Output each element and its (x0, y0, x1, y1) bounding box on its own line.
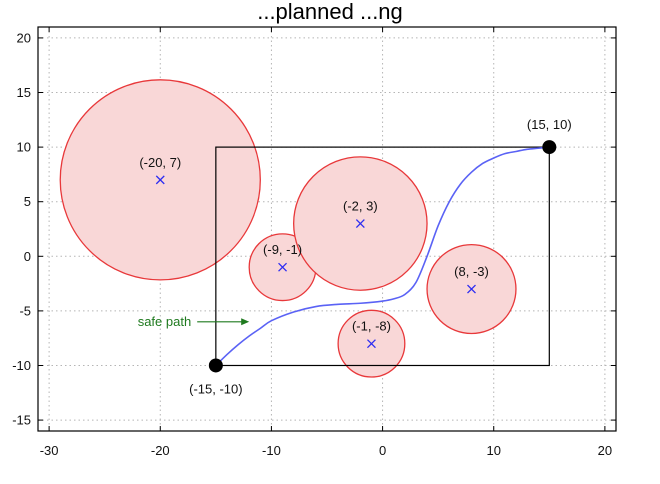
obstacle-center-marker (278, 262, 287, 272)
y-tick-label: -15 (12, 413, 31, 428)
obstacle-center-marker (367, 339, 376, 349)
safe-path-line (215, 146, 550, 367)
obstacle-label: (-20, 7) (139, 155, 181, 170)
obstacle-label: (8, -3) (454, 264, 489, 279)
y-tick-label: 15 (17, 85, 31, 100)
center-marker-stroke (467, 284, 476, 294)
start-label: (-15, -10) (189, 381, 242, 396)
obstacle-label: (-2, 3) (343, 199, 378, 214)
annotation-label: safe path (138, 314, 192, 329)
x-tick-label: -10 (262, 443, 281, 458)
goal-point (542, 140, 557, 155)
obstacle-center-marker (467, 284, 476, 294)
obstacle-center-marker (355, 219, 365, 229)
y-tick-label: 0 (24, 249, 31, 264)
goal-label: (15, 10) (527, 117, 572, 132)
obstacle-label: (-9, -1) (263, 242, 302, 257)
center-marker-stroke (367, 339, 376, 349)
x-tick-label: 0 (379, 443, 386, 458)
y-tick-label: -10 (12, 358, 31, 373)
y-tick-label: 10 (17, 140, 31, 155)
bounding-box (215, 146, 550, 367)
plot-area: (-20, 7) (-9, -1) (-2, 3) (8, -3) (-1, -8) (-… (12, 26, 617, 458)
obstacle-label: (-1, -8) (352, 319, 391, 334)
y-tick-label: -5 (19, 303, 31, 318)
start-point (208, 358, 223, 373)
obstacle-center-marker (155, 175, 165, 185)
x-tick-label: -20 (151, 443, 170, 458)
y-tick-label: 20 (17, 30, 31, 45)
y-tick-label: 5 (24, 194, 31, 209)
center-marker-stroke (278, 262, 287, 272)
x-tick-label: 20 (598, 443, 612, 458)
chart-title: ...planned ...ng (257, 0, 403, 24)
plot-frame (37, 26, 617, 432)
center-marker-stroke (355, 219, 365, 229)
x-tick-label: 10 (486, 443, 500, 458)
annotation-arrowhead (241, 318, 250, 326)
x-tick-label: -30 (40, 443, 59, 458)
center-marker-stroke (155, 175, 165, 185)
